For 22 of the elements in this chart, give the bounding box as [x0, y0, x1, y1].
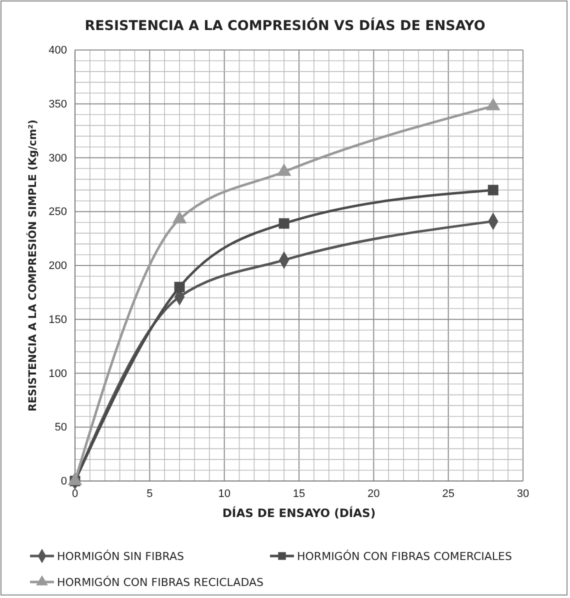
x-axis-title: DÍAS DE ENSAYO (DÍAS) — [222, 506, 376, 520]
y-axis-title: RESISTENCIA A LA COMPRESIÓN SIMPLE (Kg/cm²) — [26, 120, 39, 412]
x-tick-label: 25 — [442, 488, 454, 500]
y-tick-label: 50 — [54, 422, 67, 434]
x-tick-label: 30 — [516, 488, 530, 500]
y-tick-label: 0 — [60, 476, 67, 488]
legend-label: HORMIGÓN CON FIBRAS COMERCIALES — [297, 549, 512, 563]
y-tick-label: 400 — [48, 44, 67, 57]
x-tick-label: 15 — [292, 488, 306, 500]
y-tick-label: 100 — [48, 368, 67, 380]
x-tick-label: 10 — [218, 488, 230, 500]
x-tick-label: 5 — [146, 488, 153, 500]
legend-label: HORMIGÓN CON FIBRAS RECICLADAS — [57, 575, 264, 589]
y-tick-label: 150 — [48, 314, 67, 326]
y-tick-label: 300 — [48, 152, 67, 164]
y-tick-label: 250 — [48, 206, 67, 218]
x-tick-label: 0 — [72, 488, 78, 500]
x-tick-label: 20 — [368, 488, 380, 500]
legend-label: HORMIGÓN SIN FIBRAS — [57, 549, 184, 563]
y-tick-label: 200 — [48, 260, 67, 272]
y-tick-label: 350 — [48, 98, 67, 110]
chart-title: RESISTENCIA A LA COMPRESIÓN VS DÍAS DE ENSAYO — [84, 17, 486, 34]
